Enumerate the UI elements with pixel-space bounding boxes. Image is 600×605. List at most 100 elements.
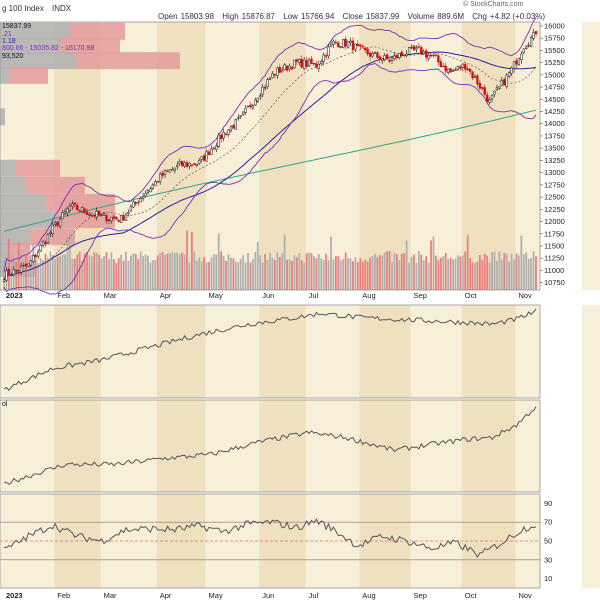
volume-bar [439, 257, 442, 290]
vbp-down-bar [70, 22, 125, 40]
month-label-top: Nov [518, 291, 532, 300]
volume-bar [137, 259, 140, 290]
candle-body [176, 164, 179, 167]
volume-bar [32, 243, 35, 290]
candle-body [261, 86, 264, 95]
month-label-bottom: Jun [262, 591, 274, 600]
price-tick-label: 11500 [544, 241, 564, 250]
volume-bar [115, 262, 118, 290]
candle-body [259, 95, 262, 98]
volume-bar [303, 262, 306, 290]
candle-body [251, 105, 255, 109]
volume-bar [232, 258, 235, 290]
vbp-down-bar [45, 193, 115, 211]
candle-body [312, 62, 316, 65]
month-band [359, 305, 411, 398]
month-band [259, 22, 306, 290]
volume-bar [334, 256, 337, 290]
volume-bar [68, 230, 71, 290]
bb-lower-line [3, 62, 537, 295]
candle-body [202, 155, 206, 161]
candle-body [110, 217, 113, 222]
candle-body [534, 30, 538, 35]
candle-body [468, 68, 472, 72]
volume-bar [183, 254, 186, 290]
volume-bar [144, 254, 147, 290]
candle-body [68, 205, 72, 211]
candle-body [498, 86, 501, 89]
volume-bar [515, 253, 518, 290]
month-label-top: May [209, 291, 223, 300]
candle-body [317, 64, 320, 69]
price-tick-label: 14000 [544, 119, 565, 128]
volume-bar [51, 255, 54, 290]
volume-bar [410, 256, 413, 290]
candle-body [525, 46, 528, 49]
candle-body [381, 58, 384, 62]
panel3-label: ol [2, 401, 8, 408]
month-label-top: Apr [160, 291, 172, 300]
indicator-1-line [3, 308, 537, 391]
candle-body [73, 202, 76, 205]
candle-body [163, 170, 167, 175]
volume-bar [264, 253, 267, 290]
candle-body [183, 162, 186, 167]
volume-bar [327, 259, 330, 290]
volume-bar [59, 256, 62, 290]
candle-body [93, 215, 96, 217]
candle-body [432, 54, 435, 57]
volume-bar [39, 258, 42, 290]
candle-body [178, 161, 181, 164]
volume-layer [3, 230, 537, 290]
candle-body [529, 37, 533, 47]
candle-body [156, 181, 159, 183]
candle-body [122, 215, 125, 221]
volume-bar [100, 258, 103, 290]
volume-bar [112, 259, 115, 290]
candle-body [117, 219, 120, 222]
month-label-bottom: Feb [57, 591, 70, 600]
candle-body [83, 208, 86, 213]
volume-bar [173, 253, 176, 290]
volume-bar [122, 260, 125, 290]
candle-body [512, 61, 516, 69]
candle-body [129, 206, 133, 212]
candle-body [151, 184, 155, 189]
candle-body [266, 79, 269, 87]
month-label-bottom: Sep [414, 591, 427, 600]
candle-body [80, 207, 84, 212]
price-tick-label: 14750 [544, 83, 565, 92]
candle-body [185, 162, 189, 167]
volume-bar [225, 260, 227, 290]
volume-bar [405, 240, 408, 290]
candle-body [376, 52, 379, 58]
candle-body [166, 170, 169, 172]
rsi-tick-label: 90 [544, 499, 552, 508]
month-band [54, 305, 101, 398]
volume-bar [252, 259, 254, 290]
volume-bar [237, 262, 240, 290]
volume-bar [98, 254, 101, 290]
candle-body [393, 55, 396, 60]
candle-body [427, 55, 430, 59]
candle-body [324, 55, 328, 57]
candle-body [412, 45, 416, 51]
month-band [461, 400, 516, 492]
ma200-line [3, 109, 537, 232]
candle-body [215, 145, 218, 150]
candle-body [293, 59, 296, 69]
volume-bar [310, 253, 313, 290]
price-tick-label: 13250 [544, 156, 565, 165]
volume-bar [347, 258, 349, 290]
candle-body [405, 53, 408, 56]
candle-body [51, 224, 54, 234]
volume-bar [508, 261, 511, 290]
candle-body [244, 108, 247, 113]
rsi-tick-label: 10 [544, 574, 552, 583]
volume-bar [393, 252, 396, 290]
candle-body [320, 61, 323, 64]
candle-body [78, 210, 81, 212]
candle-body [188, 163, 191, 167]
volume-bar [337, 256, 340, 290]
volume-bar [332, 259, 335, 290]
